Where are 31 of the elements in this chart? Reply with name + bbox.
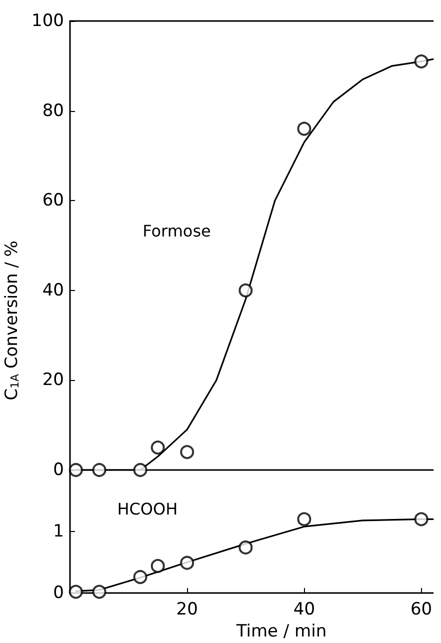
point [414,54,428,68]
text: HCOOH [117,499,178,518]
point [297,512,312,526]
point [92,584,106,599]
point [133,570,148,584]
point [238,283,253,298]
y-tick-label: 100 [32,11,64,31]
x-axis-title: Time / min [235,622,327,642]
point [150,558,165,573]
y-tick-label: 20 [42,370,64,390]
point [297,122,312,136]
y-tick-label: 0 [53,583,64,603]
point [133,463,148,477]
x-tick-label: 40 [293,600,316,620]
point [92,463,106,477]
y-tick-label: 1 [53,522,64,542]
point [238,540,253,554]
text: Formose [142,222,211,241]
y-axis-title: C1A Conversion / % [2,240,22,400]
point [68,463,83,477]
y-tick-label: 40 [42,280,64,300]
point [180,445,194,460]
point [68,584,83,599]
y-tick-label: 80 [42,100,64,121]
y-tick-label: 60 [42,190,64,211]
x-tick-label: 20 [176,600,198,620]
point [150,440,165,455]
point [180,556,194,570]
y-tick-label: 0 [53,460,64,480]
point [414,512,428,526]
x-tick-label: 60 [410,600,432,620]
